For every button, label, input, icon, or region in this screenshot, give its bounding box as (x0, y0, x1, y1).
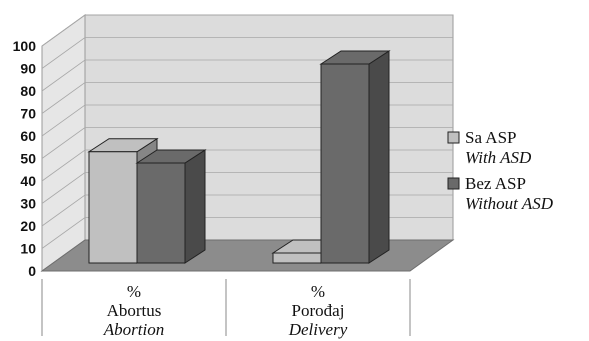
y-tick-label: 40 (20, 173, 36, 189)
category-label: Porođaj (292, 301, 345, 320)
legend-label-en: Without ASD (465, 194, 554, 213)
y-tick-label: 50 (20, 151, 36, 167)
legend-label: Sa ASP (465, 128, 517, 147)
category-label: Abortus (107, 301, 162, 320)
legend-swatch (447, 177, 460, 190)
category-label-en: Abortion (103, 320, 164, 339)
bar (136, 162, 186, 264)
gridline (41, 37, 453, 69)
bar-side (184, 149, 206, 264)
y-tick-label: 60 (20, 128, 36, 144)
category-label-line1: % (127, 282, 141, 301)
y-tick-label: 100 (13, 38, 37, 54)
legend-label-en: With ASD (465, 148, 532, 167)
y-tick-label: 30 (20, 196, 36, 212)
y-tick-label: 90 (20, 61, 36, 77)
bar (272, 252, 322, 264)
bar-side (368, 50, 390, 264)
gridline (41, 14, 453, 47)
bar (88, 151, 138, 264)
category-label-line1: % (311, 282, 325, 301)
category-label-en: Delivery (288, 320, 348, 339)
y-tick-label: 80 (20, 83, 36, 99)
y-tick-label: 10 (20, 241, 36, 257)
y-tick-label: 20 (20, 218, 36, 234)
legend-swatch (447, 131, 460, 144)
y-tick-label: 70 (20, 106, 36, 122)
y-tick-label: 0 (28, 263, 36, 279)
bar (320, 63, 370, 264)
legend-label: Bez ASP (465, 174, 526, 193)
